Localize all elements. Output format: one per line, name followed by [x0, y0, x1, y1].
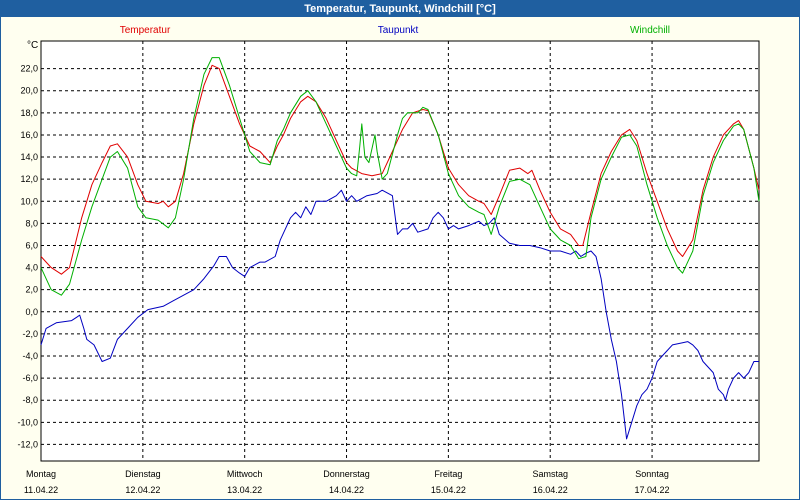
x-tick-date: 11.04.22	[24, 485, 58, 495]
x-tick-date: 12.04.22	[125, 485, 160, 495]
x-tick-day: Montag	[26, 469, 56, 479]
y-tick-label: -10,0	[17, 417, 38, 427]
y-tick-label: 18,0	[20, 108, 38, 118]
y-tick-label: 10,0	[20, 196, 38, 206]
x-tick-labels: Montag 11.04.22 Dienstag 12.04.22 Mittwoch 13…	[24, 469, 670, 495]
y-tick-label: 0,0	[25, 307, 38, 317]
y-tick-label: 8,0	[25, 218, 38, 228]
x-tick-day: Dienstag	[125, 469, 161, 479]
y-tick-label: 20,0	[20, 86, 38, 96]
x-tick-day: Sonntag	[635, 469, 669, 479]
y-tick-label: 4,0	[25, 263, 38, 273]
legend-temperatur: Temperatur	[120, 25, 171, 36]
y-tick-label: -8,0	[22, 395, 38, 405]
y-tick-label: -2,0	[22, 329, 38, 339]
series-line-taupunkt	[40, 189, 759, 440]
y-tick-label: 12,0	[20, 174, 38, 184]
x-tick-day: Donnerstag	[323, 469, 370, 479]
x-tick-date: 15.04.22	[431, 485, 466, 495]
x-tick-day: Samstag	[532, 469, 568, 479]
legend-taupunkt: Taupunkt	[378, 25, 419, 36]
x-tick-date: 13.04.22	[227, 485, 262, 495]
x-tick-date: 14.04.22	[329, 485, 364, 495]
plot-area	[40, 40, 760, 462]
chart-title: Temperatur, Taupunkt, Windchill [°C]	[1, 1, 799, 17]
x-tick-day: Mittwoch	[227, 469, 263, 479]
y-tick-labels: 22,0 20,0 18,0 16,0 14,0 12,0 10,0 8,0 6,0 4,0 2,0…	[17, 64, 38, 450]
x-tick-date: 16.04.22	[533, 485, 568, 495]
series-line-temperatur	[40, 64, 760, 275]
y-tick-label: -6,0	[22, 373, 38, 383]
x-tick-day: Freitag	[434, 469, 462, 479]
x-tick-date: 17.04.22	[635, 485, 670, 495]
y-tick-label: 16,0	[20, 130, 38, 140]
y-tick-label: 14,0	[20, 152, 38, 162]
y-tick-label: 2,0	[25, 285, 38, 295]
y-tick-label: -4,0	[22, 351, 38, 361]
y-tick-label: 6,0	[25, 240, 38, 250]
y-tick-label: 22,0	[20, 64, 38, 74]
y-tick-label: -12,0	[17, 439, 38, 449]
series-lines	[40, 57, 760, 440]
series-line-windchill	[40, 57, 760, 296]
legend-windchill: Windchill	[630, 25, 670, 36]
y-axis-unit-label: °C	[27, 40, 38, 51]
